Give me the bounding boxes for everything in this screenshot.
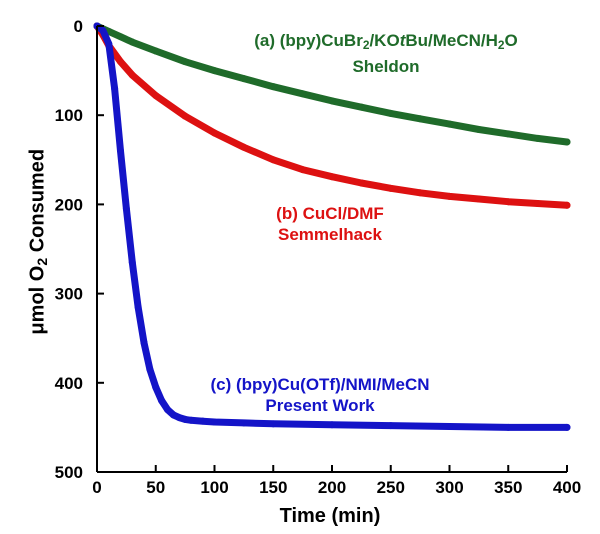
series-1-point <box>128 71 136 79</box>
y-tick-label: 0 <box>74 17 83 36</box>
annotation-c: (c) (bpy)Cu(OTf)/NMI/MeCN Present Work <box>150 374 490 416</box>
annotation-b: (b) CuCl/DMF Semmelhack <box>230 203 430 245</box>
series-2-point <box>169 411 177 419</box>
x-axis-label: Time (min) <box>279 505 381 527</box>
series-1-point <box>357 179 365 187</box>
series-2-point <box>175 414 183 422</box>
annotation-a-line2: Sheldon <box>352 56 420 76</box>
series-0-point <box>534 134 542 142</box>
series-1-point <box>269 156 277 164</box>
series-line-2 <box>93 22 571 431</box>
series-0-point <box>328 97 336 105</box>
y-axis-label: μmol O2 Consumed <box>26 148 50 335</box>
series-2-point <box>328 421 336 429</box>
series-1-point <box>387 184 395 192</box>
series-0-point <box>357 103 365 111</box>
series-2-point <box>563 423 571 431</box>
series-0-point <box>563 138 571 146</box>
x-tick-label: 150 <box>259 478 287 497</box>
series-2-point <box>269 420 277 428</box>
series-0-point <box>211 67 218 75</box>
annotation-c-line1: (c) (bpy)Cu(OTf)/NMI/MeCN <box>210 375 430 394</box>
series-1-point <box>504 198 512 206</box>
series-2-point <box>504 423 512 431</box>
series-2-point <box>240 419 248 427</box>
series-1-point <box>299 166 307 174</box>
series-0-point <box>181 58 189 66</box>
series-2-point <box>146 365 154 373</box>
series-0-point <box>128 38 136 46</box>
annotation-a-line1: (a) (bpy)CuBr2/KOtBu/MeCN/H2O <box>254 31 518 52</box>
series-0-point <box>152 47 160 55</box>
series-2-point <box>128 258 136 266</box>
series-0 <box>93 22 571 146</box>
annotation-a: (a) (bpy)CuBr2/KOtBu/MeCN/H2O Sheldon <box>196 30 576 77</box>
series-2-point <box>99 26 107 34</box>
y-tick-label: 200 <box>55 195 83 214</box>
series-2-point <box>117 147 124 155</box>
series-2-point <box>187 416 195 424</box>
series-0-point <box>240 75 248 83</box>
series-2-point <box>158 397 166 405</box>
series-1-point <box>240 143 248 151</box>
series-0-point <box>504 130 512 138</box>
series-2-point <box>387 422 395 430</box>
annotation-c-line2: Present Work <box>265 396 375 415</box>
series-layer <box>93 22 571 431</box>
series-1-point <box>446 192 453 200</box>
x-tick-label: 100 <box>200 478 228 497</box>
x-tick-label: 0 <box>92 478 101 497</box>
series-2-point <box>211 418 218 426</box>
series-1-point <box>211 129 218 137</box>
series-1-point <box>416 189 424 197</box>
x-tick-label: 50 <box>146 478 165 497</box>
series-0-point <box>117 33 124 41</box>
y-tick-label: 100 <box>55 106 83 125</box>
axes-layer: 0 50 100 150 200 250 300 350 400 0 100 200 300 400 500 <box>55 17 582 497</box>
x-tick-label: 400 <box>553 478 581 497</box>
series-2-point <box>181 415 189 423</box>
y-tick-label: 300 <box>55 285 83 304</box>
series-1-point <box>117 58 124 66</box>
series-2-point <box>152 383 160 391</box>
series-1-point <box>475 195 483 203</box>
series-2-point <box>122 205 130 213</box>
series-0-point <box>446 120 453 128</box>
series-2-point <box>164 406 171 414</box>
x-tick-label: 200 <box>318 478 346 497</box>
x-tick-label: 250 <box>377 478 405 497</box>
series-1-point <box>152 92 160 100</box>
y-tick-label: 500 <box>55 463 83 482</box>
series-2-point <box>140 339 148 347</box>
series-0-point <box>416 115 424 123</box>
series-2-point <box>105 40 113 48</box>
series-2-point <box>111 84 119 92</box>
series-2-point <box>134 303 142 311</box>
series-2 <box>93 22 571 431</box>
annotation-b-line1: (b) CuCl/DMF <box>276 204 384 223</box>
series-0-point <box>299 90 307 98</box>
series-1-point <box>563 201 571 209</box>
series-1-point <box>534 200 542 208</box>
series-2-point <box>199 417 207 425</box>
series-2-point <box>446 423 453 431</box>
x-tick-label: 350 <box>494 478 522 497</box>
series-0-point <box>269 83 277 91</box>
series-0-point <box>475 125 483 133</box>
series-1-point <box>181 112 189 120</box>
annotation-b-line2: Semmelhack <box>278 225 382 244</box>
series-1-point <box>328 173 336 181</box>
series-0-point <box>387 109 395 117</box>
x-tick-label: 300 <box>435 478 463 497</box>
y-tick-label: 400 <box>55 374 83 393</box>
